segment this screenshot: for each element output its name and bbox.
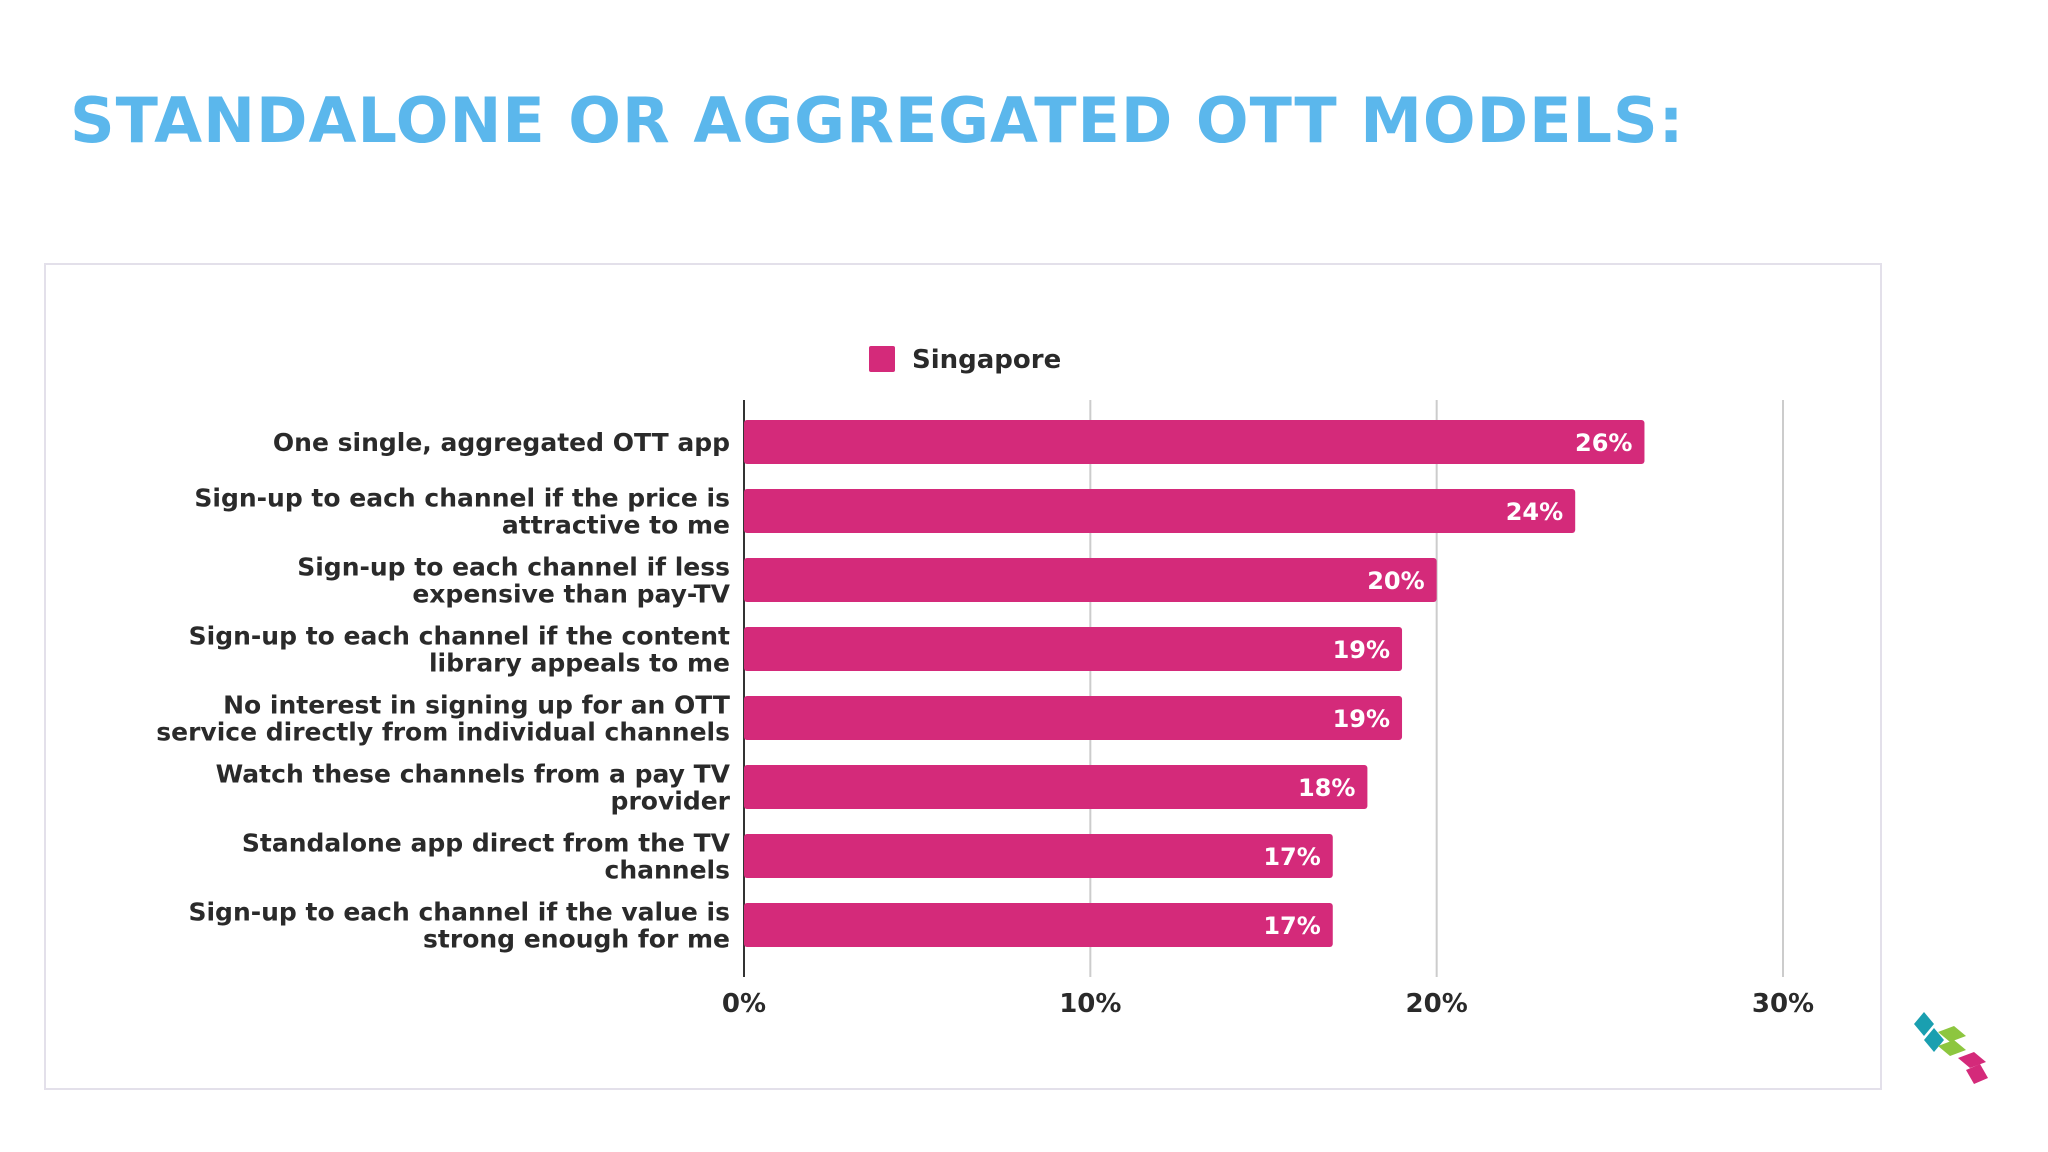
category-label-line: No interest in signing up for an OTT <box>223 691 730 720</box>
bar <box>744 420 1645 464</box>
bar <box>744 834 1333 878</box>
x-tick-label: 10% <box>1059 989 1121 1019</box>
slide-title: STANDALONE OR AGGREGATED OTT MODELS: <box>70 84 1685 157</box>
bar <box>744 903 1333 947</box>
category-label-line: strong enough for me <box>423 925 730 954</box>
bar-chart: 26% 24% 20% 19% 19% 18% 17% 17% One single, agg… <box>156 345 1814 1019</box>
gridlines <box>743 400 1784 977</box>
category-label: Sign-up to each channel if the price is a… <box>194 484 730 540</box>
bar-value-label: 17% <box>1263 843 1320 871</box>
category-label: Standalone app direct from the TV channel… <box>242 829 731 885</box>
category-label-line: Sign-up to each channel if the value is <box>188 898 730 927</box>
category-label-line: One single, aggregated OTT app <box>273 428 730 457</box>
category-label-line: provider <box>611 787 731 816</box>
category-label-line: Sign-up to each channel if the price is <box>194 484 730 513</box>
bar <box>744 696 1403 740</box>
x-tick-label: 30% <box>1752 989 1814 1019</box>
x-tick-label: 20% <box>1406 989 1468 1019</box>
category-label-line: expensive than pay-TV <box>412 580 730 609</box>
category-label: Watch these channels from a pay TV provid… <box>216 760 731 816</box>
bar <box>744 489 1576 533</box>
category-labels: One single, aggregated OTT app Sign-up to… <box>156 428 730 954</box>
bar-value-label: 17% <box>1263 912 1320 940</box>
bar <box>744 558 1437 602</box>
bar-value-label: 24% <box>1506 498 1563 526</box>
category-label: Sign-up to each channel if less expensive… <box>297 553 730 609</box>
x-tick-label: 0% <box>722 989 766 1019</box>
stacked-chevron-logo-icon <box>1914 1012 1988 1084</box>
category-label-line: attractive to me <box>502 511 730 540</box>
category-label-line: library appeals to me <box>429 649 730 678</box>
bar <box>744 627 1403 671</box>
category-label-line: Sign-up to each channel if less <box>297 553 730 582</box>
category-label: No interest in signing up for an OTT serv… <box>156 691 730 747</box>
bar-value-label: 18% <box>1298 774 1355 802</box>
category-label: Sign-up to each channel if the value is s… <box>188 898 730 954</box>
category-label-line: service directly from individual channel… <box>156 718 730 747</box>
bar-value-label: 20% <box>1367 567 1424 595</box>
bar-value-label: 19% <box>1333 705 1390 733</box>
bar-value-label: 26% <box>1575 429 1632 457</box>
category-label: One single, aggregated OTT app <box>273 428 730 457</box>
category-label-line: channels <box>605 856 731 885</box>
x-axis-tick-labels: 0% 10% 20% 30% <box>722 989 1814 1019</box>
legend-label: Singapore <box>912 345 1061 375</box>
bar <box>744 765 1368 809</box>
legend: Singapore <box>869 345 1061 375</box>
bar-value-label: 19% <box>1333 636 1390 664</box>
category-label: Sign-up to each channel if the content li… <box>189 622 730 678</box>
category-label-line: Watch these channels from a pay TV <box>216 760 731 789</box>
chart-frame: 26% 24% 20% 19% 19% 18% 17% 17% One single, agg… <box>44 263 1882 1090</box>
bars: 26% 24% 20% 19% 19% 18% 17% 17% <box>744 420 1645 947</box>
legend-swatch <box>869 346 895 372</box>
category-label-line: Sign-up to each channel if the content <box>189 622 730 651</box>
category-label-line: Standalone app direct from the TV <box>242 829 731 858</box>
